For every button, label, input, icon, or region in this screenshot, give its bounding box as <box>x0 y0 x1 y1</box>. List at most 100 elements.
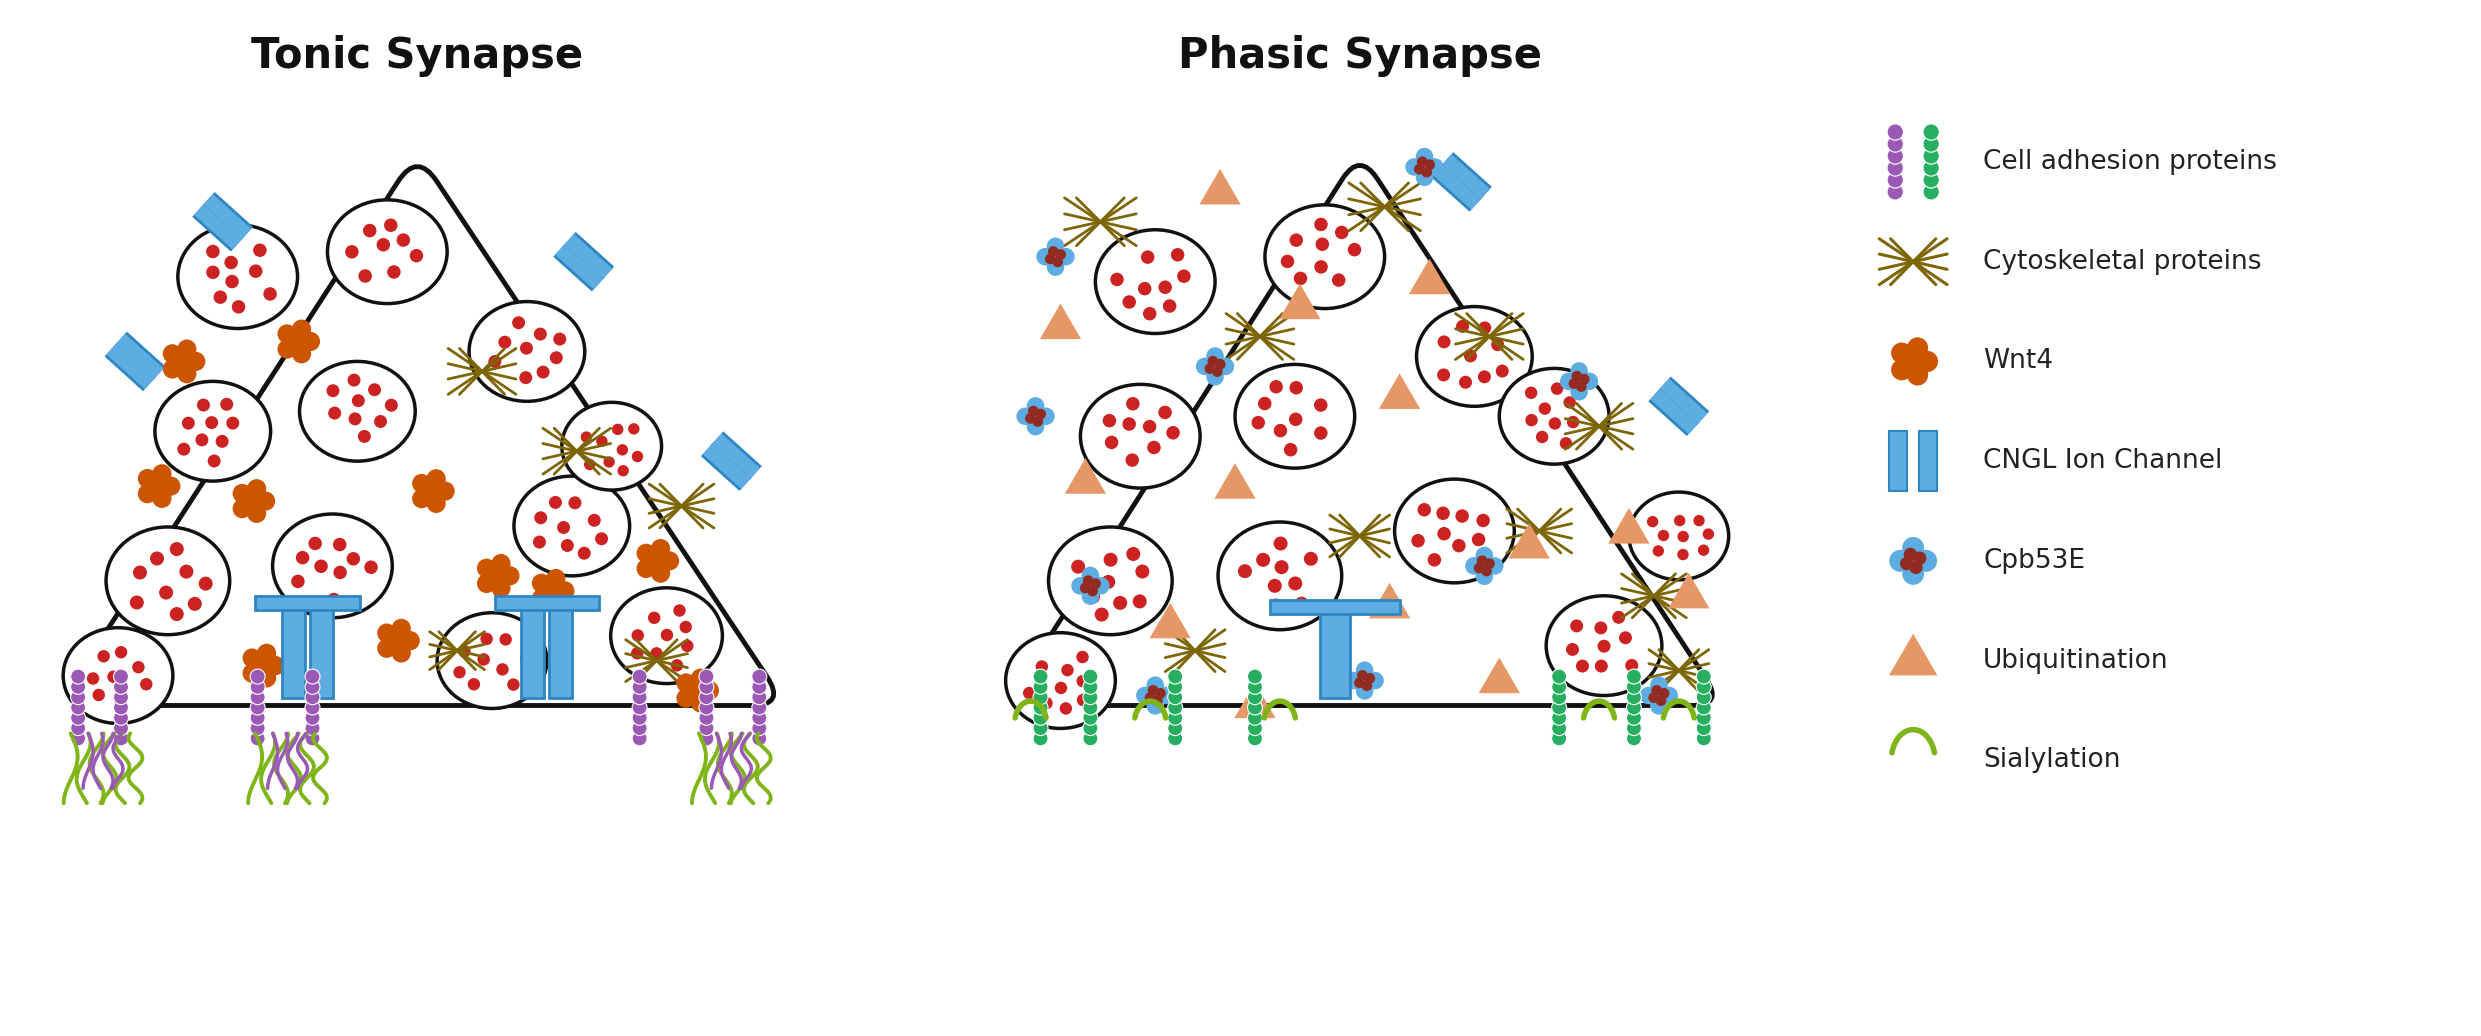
Circle shape <box>1908 365 1928 385</box>
Circle shape <box>650 648 662 660</box>
Circle shape <box>164 344 181 364</box>
Circle shape <box>1915 550 1938 572</box>
Circle shape <box>1486 557 1503 575</box>
Ellipse shape <box>300 362 414 461</box>
Polygon shape <box>1040 304 1082 339</box>
Ellipse shape <box>179 225 298 328</box>
Circle shape <box>1357 670 1367 681</box>
Circle shape <box>476 558 496 578</box>
Circle shape <box>139 678 151 690</box>
Circle shape <box>1476 555 1489 566</box>
Polygon shape <box>1213 463 1255 498</box>
Polygon shape <box>1370 583 1409 618</box>
Circle shape <box>1551 669 1566 684</box>
Circle shape <box>1114 596 1126 610</box>
Circle shape <box>700 690 715 704</box>
Circle shape <box>1248 700 1263 715</box>
Ellipse shape <box>469 301 586 401</box>
Circle shape <box>390 633 404 649</box>
Circle shape <box>377 624 397 642</box>
Circle shape <box>1640 687 1657 704</box>
Circle shape <box>1702 528 1714 540</box>
Ellipse shape <box>1394 479 1513 583</box>
Circle shape <box>1283 443 1298 457</box>
Circle shape <box>521 342 533 354</box>
Circle shape <box>1290 412 1303 426</box>
Circle shape <box>752 711 767 725</box>
Circle shape <box>1345 671 1362 689</box>
Circle shape <box>69 711 87 725</box>
Circle shape <box>1456 320 1469 333</box>
Circle shape <box>561 539 573 552</box>
Circle shape <box>392 618 412 638</box>
Circle shape <box>375 415 387 428</box>
Circle shape <box>1077 651 1089 663</box>
Circle shape <box>1491 338 1503 351</box>
Circle shape <box>1479 321 1491 335</box>
Circle shape <box>1427 159 1444 176</box>
Circle shape <box>1258 397 1270 410</box>
Circle shape <box>332 538 347 551</box>
Circle shape <box>1570 363 1588 380</box>
Circle shape <box>1538 402 1551 414</box>
Circle shape <box>1563 396 1575 408</box>
Circle shape <box>1032 690 1047 704</box>
Circle shape <box>628 423 640 434</box>
Ellipse shape <box>1079 384 1201 488</box>
Circle shape <box>1032 416 1042 427</box>
Circle shape <box>1551 731 1566 746</box>
Circle shape <box>556 581 576 601</box>
Polygon shape <box>1198 169 1240 204</box>
Circle shape <box>633 711 648 725</box>
Circle shape <box>1652 685 1662 696</box>
Circle shape <box>377 639 397 658</box>
Circle shape <box>1052 257 1062 267</box>
Circle shape <box>295 551 310 565</box>
Circle shape <box>169 542 184 556</box>
Ellipse shape <box>154 381 270 481</box>
Circle shape <box>412 489 432 509</box>
Circle shape <box>305 690 320 704</box>
Circle shape <box>1027 397 1045 414</box>
Circle shape <box>256 658 270 673</box>
Circle shape <box>1888 183 1903 200</box>
Circle shape <box>1476 514 1491 527</box>
Circle shape <box>1436 336 1451 348</box>
Circle shape <box>1424 160 1434 170</box>
Circle shape <box>1471 533 1486 546</box>
Circle shape <box>114 690 129 704</box>
Circle shape <box>1102 414 1116 428</box>
Circle shape <box>1570 620 1583 632</box>
PathPatch shape <box>1017 166 1712 706</box>
Circle shape <box>278 340 298 358</box>
Circle shape <box>1677 530 1690 542</box>
Circle shape <box>633 451 643 462</box>
Circle shape <box>1888 172 1903 189</box>
Circle shape <box>1548 418 1561 430</box>
Circle shape <box>1206 347 1223 365</box>
Circle shape <box>1032 721 1047 736</box>
Circle shape <box>139 469 156 488</box>
Circle shape <box>1169 731 1183 746</box>
Circle shape <box>1357 661 1374 679</box>
Circle shape <box>305 721 320 736</box>
Circle shape <box>1697 711 1712 725</box>
Ellipse shape <box>1417 307 1533 406</box>
Circle shape <box>251 711 265 725</box>
Circle shape <box>1216 357 1233 375</box>
Circle shape <box>1144 420 1156 433</box>
Circle shape <box>1422 167 1432 177</box>
Circle shape <box>1293 271 1307 285</box>
Circle shape <box>1481 566 1491 576</box>
Circle shape <box>305 700 320 715</box>
Circle shape <box>1290 233 1303 247</box>
Circle shape <box>1620 631 1632 644</box>
Circle shape <box>1104 436 1119 450</box>
Circle shape <box>114 721 129 736</box>
Circle shape <box>551 351 563 365</box>
Circle shape <box>233 499 251 518</box>
Circle shape <box>399 631 419 651</box>
Circle shape <box>1628 680 1642 694</box>
Circle shape <box>660 629 672 641</box>
Circle shape <box>1332 274 1345 287</box>
